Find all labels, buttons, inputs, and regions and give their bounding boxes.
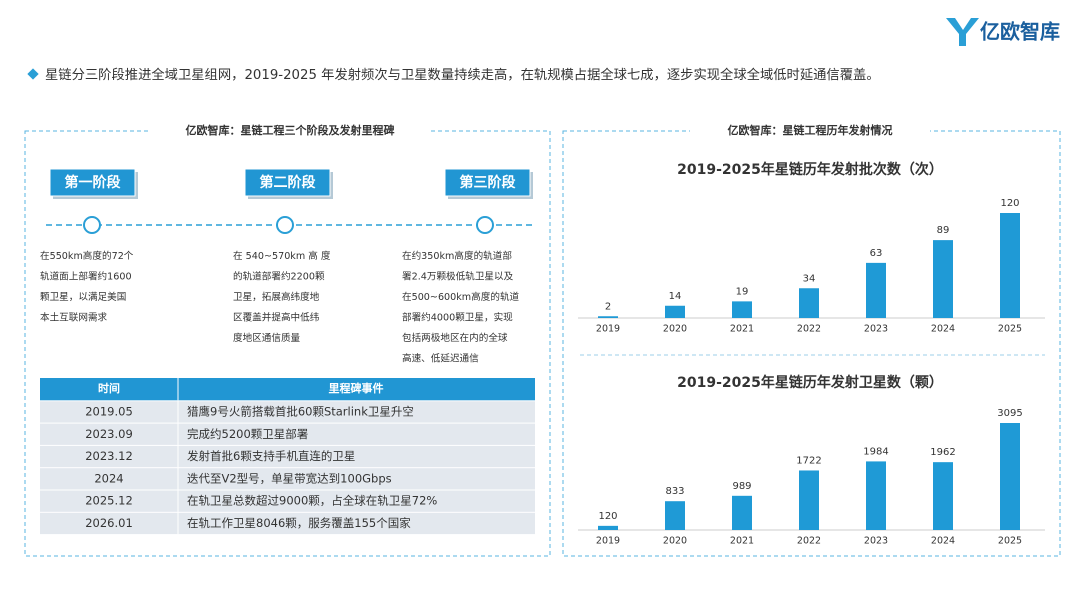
value-label: 1722: [796, 455, 821, 466]
stage-desc: 度地区通信质量: [233, 332, 301, 344]
stage-desc: 在550km高度的72个: [40, 250, 134, 262]
stage-desc: 高速、低延迟通信: [402, 353, 479, 365]
value-label: 19: [736, 286, 749, 297]
table-row: [40, 401, 535, 423]
td: 完成约5200颗卫星部署: [187, 427, 308, 441]
stage-desc: 在500~600km高度的轨道: [402, 291, 520, 303]
x-tick-label: 2020: [663, 536, 687, 547]
bar: [732, 301, 752, 318]
table-row: [40, 468, 535, 490]
stage-desc: 的轨道部署约2200颗: [233, 271, 325, 283]
x-tick-label: 2022: [797, 536, 821, 547]
stage-node: [83, 216, 101, 234]
value-label: 1962: [930, 447, 955, 458]
stage-desc: 包括两极地区在内的全球: [402, 332, 508, 344]
td: 2023.12: [85, 449, 133, 463]
x-tick-label: 2024: [931, 324, 955, 335]
bar: [665, 501, 685, 530]
bar: [1000, 213, 1020, 318]
x-tick-label: 2021: [730, 536, 754, 547]
table-row: [40, 445, 535, 468]
bar: [732, 495, 752, 530]
headline: 星链分三阶段推进全域卫星组网，2019-2025 年发射频次与卫星数量持续走高，…: [45, 66, 880, 83]
value-label: 63: [870, 248, 883, 259]
logo-text: 亿欧智库: [980, 20, 1060, 44]
value-label: 120: [1000, 198, 1019, 209]
stage-button: [444, 168, 531, 197]
td: 2024: [94, 471, 123, 485]
bar: [933, 240, 953, 318]
value-label: 833: [665, 486, 684, 497]
chart-title: 2019-2025年星链历年发射卫星数（颗）: [677, 374, 943, 391]
x-tick-label: 2024: [931, 536, 955, 547]
bullet: [27, 68, 39, 80]
value-label: 2: [605, 301, 611, 312]
stage-desc: 轨道面上部署约1600: [40, 271, 132, 283]
x-tick-label: 2025: [998, 536, 1022, 547]
table-header: [40, 378, 535, 401]
x-tick-label: 2019: [596, 536, 620, 547]
stage-node: [476, 216, 494, 234]
x-tick-label: 2023: [864, 536, 888, 547]
stage-desc: 本土互联网需求: [40, 312, 108, 324]
stage-label: 第一阶段: [65, 174, 121, 191]
title-bg: [690, 122, 930, 140]
bar: [598, 525, 618, 530]
bar: [866, 262, 886, 318]
stage-desc: 在 540~570km 高 度: [233, 250, 331, 262]
value-label: 120: [598, 511, 617, 522]
value-label: 89: [937, 225, 950, 236]
bar: [665, 305, 685, 318]
x-tick-label: 2019: [596, 324, 620, 335]
chart-title: 2019-2025年星链历年发射批次数（次）: [677, 161, 943, 178]
bar: [799, 288, 819, 318]
stage-button: [244, 168, 331, 197]
value-label: 1984: [863, 446, 888, 457]
x-tick-label: 2025: [998, 324, 1022, 335]
value-label: 3095: [997, 408, 1022, 419]
value-label: 989: [732, 481, 751, 492]
stage-label: 第三阶段: [460, 174, 516, 191]
th: 时间: [98, 381, 120, 395]
value-label: 34: [803, 273, 816, 284]
stage-node: [276, 216, 294, 234]
td: 2023.09: [85, 427, 133, 441]
x-tick-label: 2020: [663, 324, 687, 335]
x-tick-label: 2022: [797, 324, 821, 335]
logo-icon: [946, 18, 979, 46]
value-label: 14: [669, 291, 682, 302]
td: 2019.05: [85, 404, 133, 418]
stage-desc: 署2.4万颗极低轨卫星以及: [402, 271, 514, 283]
stage-desc: 部署约4000颗卫星，实现: [402, 312, 513, 324]
td: 在轨卫星总数超过9000颗，占全球在轨卫星72%: [187, 494, 437, 508]
panel-title: 亿欧智库：星链工程历年发射情况: [728, 123, 893, 137]
td: 在轨工作卫星8046颗，服务覆盖155个国家: [187, 516, 411, 530]
stage-desc: 区覆盖并提高中低纬: [233, 312, 320, 324]
bar: [933, 462, 953, 530]
td: 2025.12: [85, 494, 133, 508]
stage-desc: 在约350km高度的轨道部: [402, 250, 512, 262]
td: 猎鹰9号火箭搭载首批60颗Starlink卫星升空: [187, 404, 414, 418]
td: 发射首批6颗支持手机直连的卫星: [187, 449, 355, 463]
stage-label: 第二阶段: [260, 174, 316, 191]
td: 2026.01: [85, 516, 133, 530]
bar: [866, 461, 886, 530]
stage-desc: 卫星，拓展高纬度地: [233, 291, 320, 303]
th: 里程碑事件: [329, 381, 384, 395]
table-row: [40, 512, 535, 535]
table-row: [40, 490, 535, 512]
title-bg: [150, 122, 430, 140]
table-row: [40, 423, 535, 445]
td: 迭代至V2型号，单星带宽达到100Gbps: [187, 471, 392, 485]
bar: [598, 316, 618, 318]
x-tick-label: 2023: [864, 324, 888, 335]
stage-desc: 颗卫星，以满足美国: [40, 291, 126, 303]
bar: [1000, 423, 1020, 530]
x-tick-label: 2021: [730, 324, 754, 335]
bar: [799, 470, 819, 530]
panel-title: 亿欧智库：星链工程三个阶段及发射里程碑: [186, 123, 395, 137]
stage-button: [49, 168, 136, 197]
